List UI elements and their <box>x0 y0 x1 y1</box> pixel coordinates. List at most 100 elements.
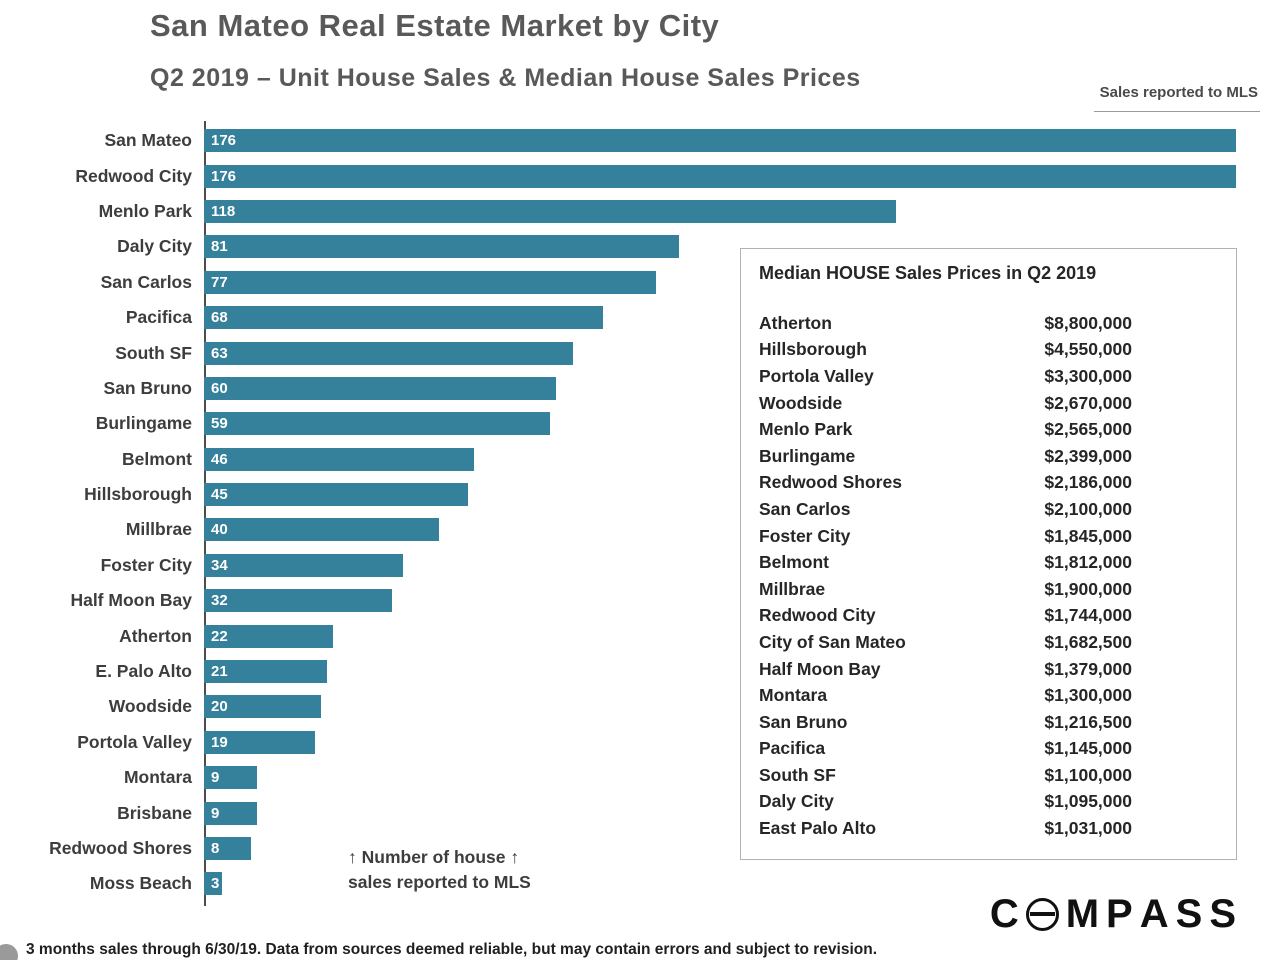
price-table-title: Median HOUSE Sales Prices in Q2 2019 <box>759 263 1097 283</box>
price-row: San Bruno $1,216,500 <box>759 709 1218 736</box>
bar-row: San Mateo 176 <box>10 123 1236 158</box>
bar: 81 <box>204 235 679 259</box>
category-label: Moss Beach <box>89 873 192 894</box>
price-city: Burlingame <box>759 445 856 466</box>
bar-row: Portola Valley 19 <box>10 725 1236 760</box>
price-row: Belmont $1,812,000 <box>759 549 1218 576</box>
price-city: Foster City <box>759 525 851 546</box>
bar-value-label: 63 <box>211 344 228 362</box>
bar-value-label: 8 <box>211 840 220 857</box>
category-label: Atherton <box>119 625 192 646</box>
category-label: South SF <box>115 342 192 363</box>
price-row: Woodside $2,670,000 <box>759 390 1218 417</box>
price-row: Millbrae $1,900,000 <box>759 576 1218 603</box>
price-city: Daly City <box>759 791 834 812</box>
category-label: Hillsborough <box>84 484 192 505</box>
price-city: South SF <box>759 764 836 785</box>
bar-row: Millbrae 40 <box>10 512 1236 547</box>
bar-row: San Bruno 60 <box>10 371 1236 406</box>
category-label: San Carlos <box>100 271 192 292</box>
bar-value-label: 22 <box>211 627 228 645</box>
price-row: City of San Mateo $1,682,500 <box>759 629 1218 656</box>
bar: 40 <box>204 518 439 542</box>
bar-value-label: 59 <box>211 415 228 433</box>
price-value: $1,145,000 <box>1044 738 1132 759</box>
price-value: $1,300,000 <box>1044 685 1132 706</box>
price-rows: Atherton $8,800,000 Hillsborough $4,550,000… <box>759 310 1218 842</box>
price-city: Portola Valley <box>759 365 874 386</box>
price-value: $4,550,000 <box>1044 339 1132 360</box>
price-city: Belmont <box>759 552 829 573</box>
bar-track: 21 <box>204 660 1236 684</box>
price-value: $2,186,000 <box>1044 472 1132 493</box>
bar-track: 22 <box>204 624 1236 648</box>
bar-track: 46 <box>204 447 1236 471</box>
bar-track: 9 <box>204 766 1236 790</box>
price-city: Hillsborough <box>759 339 867 360</box>
price-value: $1,900,000 <box>1044 578 1132 599</box>
logo-letter: A <box>1139 892 1169 936</box>
category-label: Menlo Park <box>98 200 192 221</box>
price-city: Montara <box>759 685 828 706</box>
bar-value-label: 118 <box>211 202 236 220</box>
bar-row: South SF 63 <box>10 335 1236 370</box>
price-value: $1,812,000 <box>1044 552 1132 573</box>
y-axis-line <box>204 121 206 906</box>
price-city: Half Moon Bay <box>759 658 881 679</box>
bar-value-label: 9 <box>211 804 220 822</box>
bar: 32 <box>204 589 392 613</box>
bar-value-label: 46 <box>211 450 228 468</box>
price-city: Woodside <box>759 392 843 413</box>
bar-track: 77 <box>204 270 1236 294</box>
bar: 21 <box>204 660 328 684</box>
bar-value-label: 176 <box>211 132 237 150</box>
category-label: Brisbane <box>117 802 192 823</box>
category-label: Redwood Shores <box>49 838 192 858</box>
bar-track: 3 <box>204 872 1236 896</box>
price-value: $2,670,000 <box>1044 392 1132 413</box>
bar: 20 <box>204 695 322 719</box>
price-value: $1,744,000 <box>1044 605 1132 626</box>
bar-track: 176 <box>204 129 1236 153</box>
price-city: Redwood City <box>759 605 876 626</box>
price-table: Median HOUSE Sales Prices in Q2 2019 Ath… <box>740 248 1237 860</box>
category-label: San Mateo <box>104 130 192 151</box>
price-row: South SF $1,100,000 <box>759 762 1218 789</box>
bar: 176 <box>204 129 1236 153</box>
logo-letter: C <box>989 892 1019 936</box>
category-label: Woodside <box>108 696 192 717</box>
bar: 77 <box>204 270 656 294</box>
price-value: $1,100,000 <box>1044 764 1132 785</box>
bar-row: Half Moon Bay 32 <box>10 583 1236 618</box>
corner-dot <box>0 944 18 960</box>
category-label: San Bruno <box>103 377 192 398</box>
bar-track: 60 <box>204 376 1236 400</box>
bar-track: 8 <box>204 837 1236 860</box>
price-city: Redwood Shores <box>759 472 902 493</box>
bar-track: 81 <box>204 235 1236 259</box>
bar: 8 <box>204 837 251 860</box>
bar-row: Daly City 81 <box>10 229 1236 264</box>
bar: 63 <box>204 341 574 365</box>
footer-disclaimer: 3 months sales through 6/30/19. Data fro… <box>26 941 878 958</box>
bar: 9 <box>204 766 257 790</box>
category-label: Burlingame <box>95 413 192 434</box>
price-row: Half Moon Bay $1,379,000 <box>759 656 1218 683</box>
price-value: $1,682,500 <box>1044 631 1132 652</box>
price-row: East Palo Alto $1,031,000 <box>759 815 1218 842</box>
category-label: Millbrae <box>125 519 192 540</box>
logo-letter: M <box>1065 892 1100 936</box>
category-label: Belmont <box>122 448 192 469</box>
price-row: Daly City $1,095,000 <box>759 789 1218 816</box>
bar-row: Moss Beach 3 <box>10 866 1236 901</box>
bar-value-label: 68 <box>211 309 228 327</box>
page-title: San Mateo Real Estate Market by City <box>150 8 720 43</box>
price-row: Portola Valley $3,300,000 <box>759 363 1218 390</box>
price-row: Atherton $8,800,000 <box>759 310 1218 337</box>
bar-value-label: 60 <box>211 379 228 397</box>
bar-value-label: 40 <box>211 521 228 539</box>
bar-value-label: 81 <box>211 238 228 256</box>
bar-row: Pacifica 68 <box>10 300 1236 335</box>
bar: 60 <box>204 376 556 400</box>
bar: 118 <box>204 199 896 223</box>
